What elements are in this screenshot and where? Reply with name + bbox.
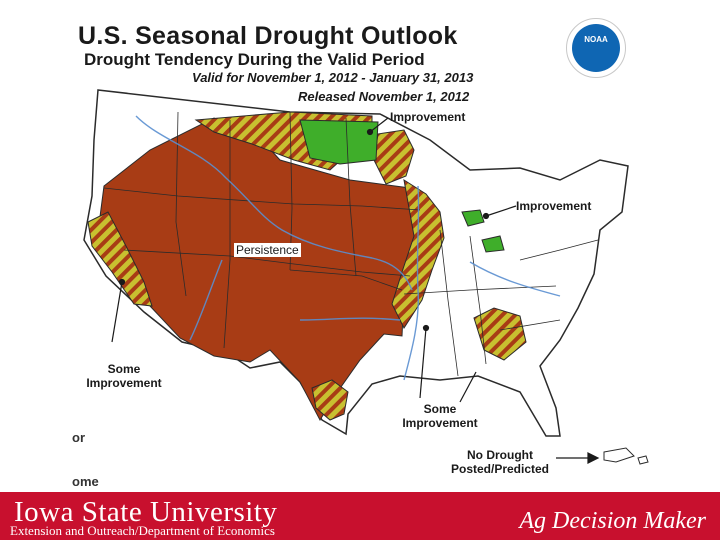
label-some-improvement-west-line1: Some xyxy=(107,362,141,376)
label-some-improvement-west: Some Improvement xyxy=(78,362,170,390)
label-no-drought-line2: Posted/Predicted xyxy=(450,462,550,476)
noaa-logo: NOAA xyxy=(566,18,626,78)
improvement-north-dakota xyxy=(299,119,379,165)
puerto-rico xyxy=(603,447,635,463)
some-improvement-southeast xyxy=(473,307,527,361)
some-improvement-texas xyxy=(311,379,349,421)
label-no-drought-line1: No Drought xyxy=(467,448,533,462)
valid-period: Valid for November 1, 2012 - January 31,… xyxy=(192,70,474,85)
legend-fragment-or: or xyxy=(72,430,85,445)
label-some-improvement-south-line2: Improvement xyxy=(402,416,478,430)
page-title: U.S. Seasonal Drought Outlook xyxy=(78,22,458,50)
legend-fragment-ome: ome xyxy=(72,474,99,489)
improvement-ohio xyxy=(481,235,505,253)
brand-name: Ag Decision Maker xyxy=(519,508,706,534)
noaa-logo-globe xyxy=(572,24,620,72)
label-some-improvement-south: Some Improvement xyxy=(394,402,486,430)
some-improvement-west-coast xyxy=(87,211,153,307)
leader-lines xyxy=(111,117,600,464)
noaa-logo-text: NOAA xyxy=(584,35,608,44)
label-some-improvement-west-line2: Improvement xyxy=(86,376,162,390)
improvement-michigan xyxy=(461,209,485,227)
footer-bar xyxy=(0,492,720,540)
label-improvement-north: Improvement xyxy=(390,110,466,124)
drought-outlook-map xyxy=(83,89,649,465)
release-date: Released November 1, 2012 xyxy=(298,89,470,104)
university-name: Iowa State University xyxy=(14,496,278,528)
persistence-region xyxy=(97,117,429,422)
island-small xyxy=(637,455,649,465)
label-persistence: Persistence xyxy=(234,243,301,257)
page-subtitle: Drought Tendency During the Valid Period xyxy=(84,50,425,69)
label-no-drought: No Drought Posted/Predicted xyxy=(442,448,558,476)
rivers xyxy=(135,115,561,381)
label-improvement-east: Improvement xyxy=(516,199,592,213)
extension-text: Extension and Outreach/Department of Eco… xyxy=(10,523,275,538)
label-some-improvement-south-line1: Some xyxy=(423,402,457,416)
